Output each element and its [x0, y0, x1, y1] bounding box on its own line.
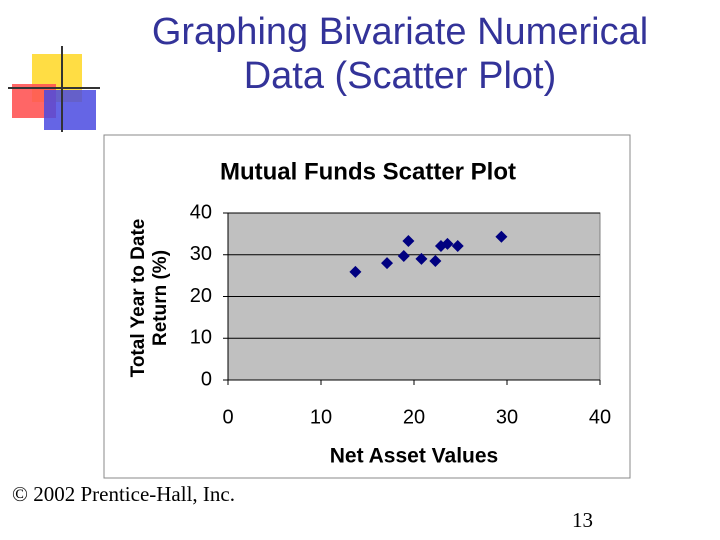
slide-title: Graphing Bivariate Numerical Data (Scatt…: [120, 10, 680, 98]
x-tick-label: 10: [310, 406, 332, 428]
data-point: [381, 257, 394, 270]
y-tick-label: 30: [190, 243, 212, 265]
x-tick-label: 40: [589, 406, 611, 428]
logo-blue: [44, 90, 96, 130]
data-point: [397, 250, 410, 263]
data-point: [349, 265, 362, 278]
data-point: [415, 252, 428, 265]
y-tick-label: 0: [201, 368, 212, 390]
x-axis-label: Net Asset Values: [330, 445, 498, 468]
copyright: © 2002 Prentice-Hall, Inc.: [12, 482, 235, 506]
y-tick-label: 40: [190, 201, 212, 223]
data-point: [451, 239, 464, 252]
data-point: [441, 237, 454, 250]
y-tick-label: 10: [190, 327, 212, 349]
x-tick-label: 0: [222, 406, 233, 428]
data-point: [495, 230, 508, 243]
logo: [8, 46, 100, 132]
x-tick-label: 20: [403, 406, 425, 428]
y-axis-label: Total Year to Date Return (%): [128, 218, 171, 378]
x-tick-label: 30: [496, 406, 518, 428]
chart-title: Mutual Funds Scatter Plot: [220, 158, 516, 185]
data-point: [402, 234, 415, 247]
page-number: 13: [572, 508, 593, 532]
data-point: [429, 255, 442, 268]
slide-title-line: Data (Scatter Plot): [243, 55, 557, 97]
y-tick-label: 20: [190, 285, 212, 307]
slide-title-line: Graphing Bivariate Numerical: [151, 11, 649, 53]
